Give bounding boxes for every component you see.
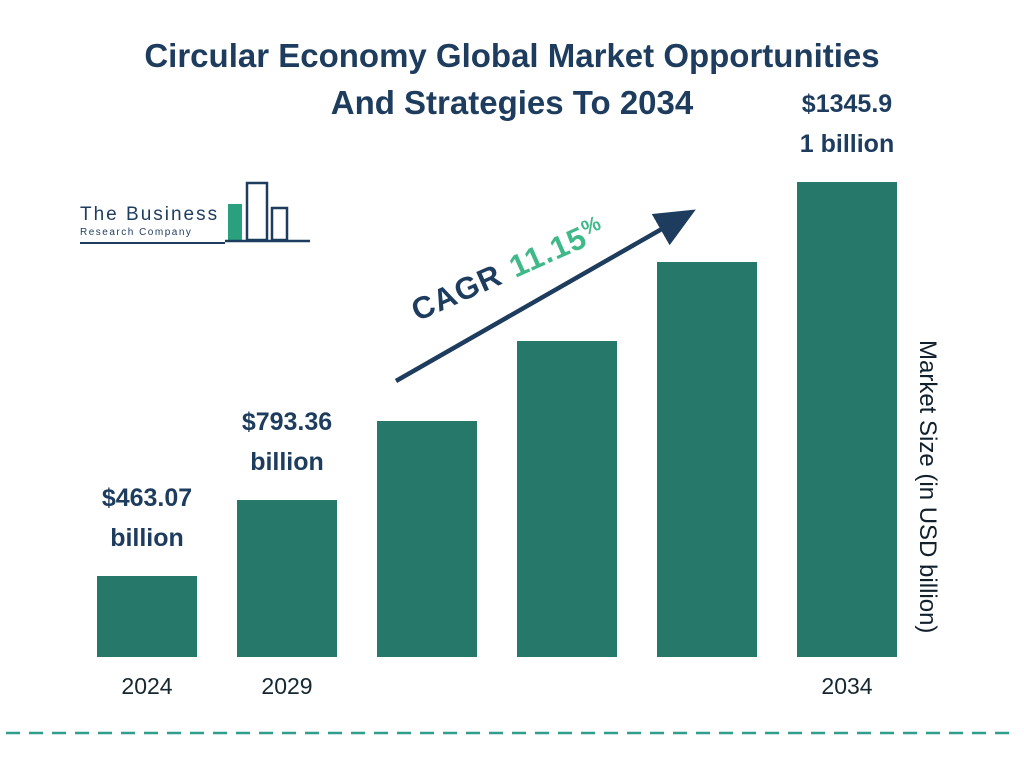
y-axis-label: Market Size (in USD billion) bbox=[914, 340, 941, 634]
bar bbox=[97, 576, 197, 657]
logo-bars-icon bbox=[225, 181, 311, 243]
x-axis-tick-label: 2034 bbox=[821, 673, 873, 699]
bar-value-label: $1345.9 1 billion bbox=[799, 90, 895, 158]
bar-group: $793.36 billion 2029 bbox=[237, 408, 337, 699]
bar bbox=[517, 341, 617, 657]
logo-text: The Business Research Company bbox=[80, 204, 226, 244]
cagr-trend-arrow-icon bbox=[394, 209, 696, 383]
bar-chart: $463.07 billion 2024 $793.36 billion 2029 bbox=[97, 90, 897, 699]
page-title: Circular Economy Global Market Opportuni… bbox=[0, 32, 1024, 126]
bar bbox=[657, 262, 757, 657]
logo-text-secondary: Research Company bbox=[80, 227, 193, 238]
x-axis-tick-label: 2024 bbox=[121, 673, 173, 699]
page-title-line1: Circular Economy Global Market Opportuni… bbox=[144, 37, 880, 74]
bar bbox=[797, 182, 897, 657]
x-axis-tick-label: 2029 bbox=[261, 673, 313, 699]
bar-group: $1345.9 1 billion 2034 bbox=[797, 90, 897, 699]
company-logo: The Business Research Company bbox=[80, 180, 311, 244]
bar bbox=[237, 500, 337, 657]
logo-text-primary: The Business bbox=[80, 204, 220, 225]
bottom-dashed-divider bbox=[6, 731, 1018, 735]
bar-group bbox=[657, 262, 757, 657]
bar-value-label: $463.07 billion bbox=[101, 484, 193, 552]
bar-group: $463.07 billion 2024 bbox=[97, 484, 197, 699]
bar bbox=[377, 421, 477, 657]
page-title-line2: And Strategies To 2034 bbox=[330, 84, 694, 121]
bar-group bbox=[517, 341, 617, 657]
bar-value-label: $793.36 billion bbox=[241, 408, 333, 476]
bar-group bbox=[377, 421, 477, 657]
